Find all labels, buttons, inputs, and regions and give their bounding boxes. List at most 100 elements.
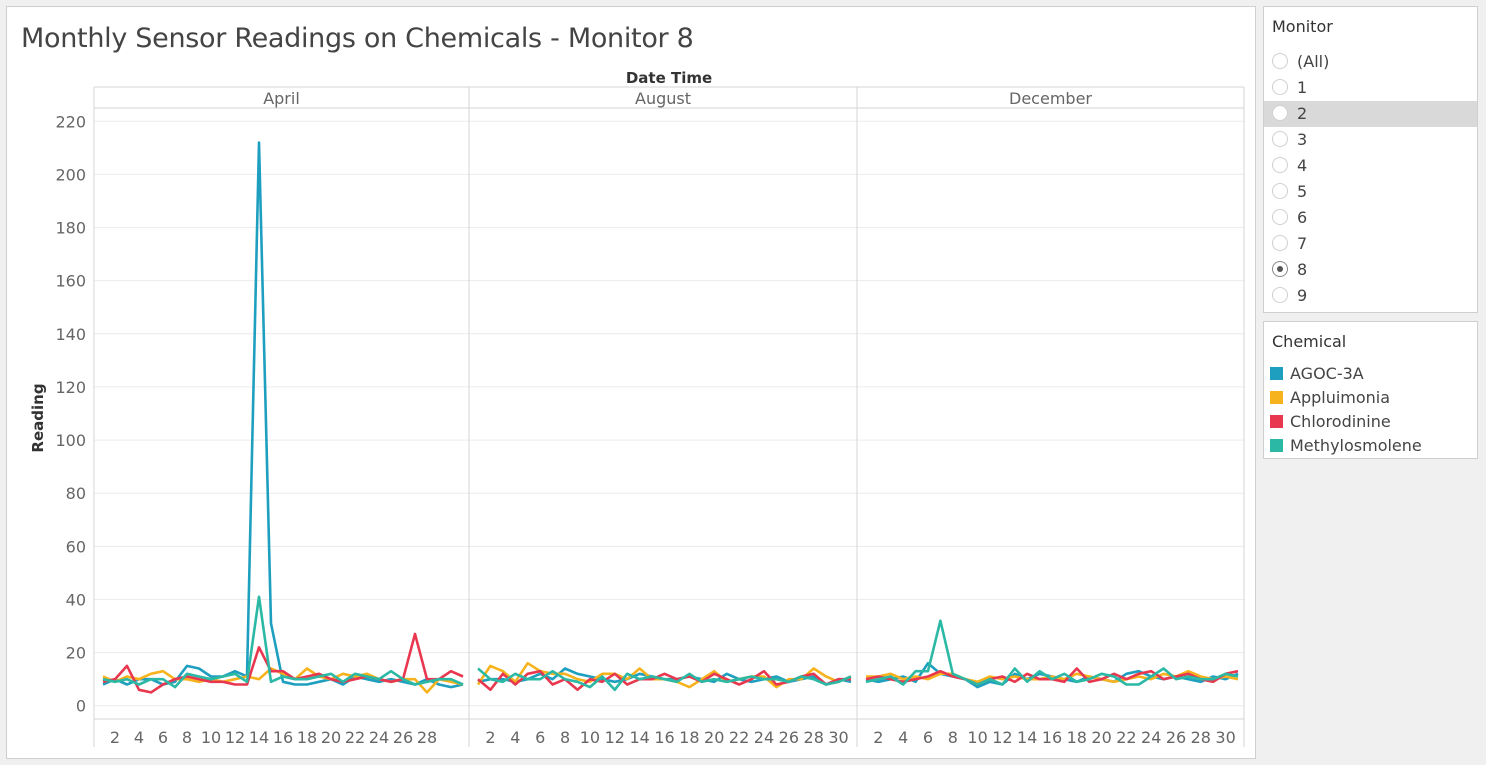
legend-swatch	[1270, 391, 1283, 404]
radio-unchecked-icon[interactable]	[1272, 235, 1288, 251]
legend-swatch	[1270, 439, 1283, 452]
y-tick-label: 120	[55, 378, 86, 397]
x-tick-label: 8	[560, 728, 570, 747]
panel-header: April	[263, 89, 300, 108]
x-tick-label: 26	[393, 728, 413, 747]
monitor-option[interactable]: 3	[1264, 127, 1477, 153]
radio-unchecked-icon[interactable]	[1272, 79, 1288, 95]
x-tick-label: 16	[273, 728, 293, 747]
x-tick-label: 6	[923, 728, 933, 747]
x-tick-label: 14	[249, 728, 269, 747]
monitor-option-label: 3	[1297, 130, 1308, 149]
monitor-option-label: 6	[1297, 208, 1308, 227]
chart-title: Monthly Sensor Readings on Chemicals - M…	[21, 23, 694, 54]
monitor-option-label: 5	[1297, 182, 1308, 201]
x-tick-label: 12	[605, 728, 625, 747]
y-tick-label: 200	[55, 165, 86, 184]
monitor-option[interactable]: 8	[1264, 257, 1477, 283]
x-tick-label: 26	[1166, 728, 1186, 747]
y-axis-label: Reading	[29, 383, 47, 452]
monitor-option[interactable]: 2	[1264, 101, 1477, 127]
legend-item[interactable]: Appluimonia	[1264, 386, 1477, 410]
radio-unchecked-icon[interactable]	[1272, 105, 1288, 121]
series-line-methylosmolene	[102, 595, 464, 689]
series-line-methylosmolene	[865, 619, 1239, 686]
x-tick-label: 6	[158, 728, 168, 747]
x-tick-label: 18	[297, 728, 317, 747]
radio-unchecked-icon[interactable]	[1272, 157, 1288, 173]
monitor-option[interactable]: 4	[1264, 153, 1477, 179]
x-tick-label: 2	[873, 728, 883, 747]
x-tick-label: 28	[1191, 728, 1211, 747]
legend-label: Chlorodinine	[1290, 412, 1391, 431]
y-tick-label: 40	[66, 590, 86, 609]
monitor-option[interactable]: 6	[1264, 205, 1477, 231]
x-tick-label: 18	[1067, 728, 1087, 747]
x-tick-label: 28	[804, 728, 824, 747]
x-tick-label: 20	[704, 728, 724, 747]
series-line-agoc-3a	[102, 141, 464, 689]
legend-swatch	[1270, 367, 1283, 380]
monitor-option[interactable]: (All)	[1264, 49, 1477, 75]
x-tick-label: 10	[201, 728, 221, 747]
monitor-option[interactable]: 1	[1264, 75, 1477, 101]
panel-header: December	[1009, 89, 1092, 108]
monitor-option-label: 2	[1297, 104, 1308, 123]
monitor-option-label: 1	[1297, 78, 1308, 97]
x-tick-label: 8	[948, 728, 958, 747]
x-tick-label: 20	[321, 728, 341, 747]
monitor-option[interactable]: 7	[1264, 231, 1477, 257]
y-tick-label: 160	[55, 272, 86, 291]
x-tick-label: 12	[225, 728, 245, 747]
x-tick-label: 14	[629, 728, 649, 747]
legend-swatch	[1270, 415, 1283, 428]
legend-label: Appluimonia	[1290, 388, 1391, 407]
radio-unchecked-icon[interactable]	[1272, 287, 1288, 303]
x-tick-label: 4	[510, 728, 520, 747]
x-tick-label: 6	[535, 728, 545, 747]
radio-unchecked-icon[interactable]	[1272, 209, 1288, 225]
x-tick-label: 8	[182, 728, 192, 747]
series-line-methylosmolene	[477, 667, 852, 692]
monitor-option[interactable]: 5	[1264, 179, 1477, 205]
x-tick-label: 12	[992, 728, 1012, 747]
legend-item[interactable]: Chlorodinine	[1264, 410, 1477, 434]
x-tick-label: 4	[898, 728, 908, 747]
y-tick-label: 60	[66, 537, 86, 556]
chart-panel: Monthly Sensor Readings on Chemicals - M…	[6, 6, 1256, 759]
x-tick-label: 2	[110, 728, 120, 747]
x-tick-label: 18	[679, 728, 699, 747]
legend-item[interactable]: AGOC-3A	[1264, 362, 1477, 386]
x-tick-label: 24	[1141, 728, 1161, 747]
x-tick-label: 22	[345, 728, 365, 747]
monitor-option-label: (All)	[1297, 52, 1330, 71]
legend-label: AGOC-3A	[1290, 364, 1364, 383]
x-tick-label: 16	[654, 728, 674, 747]
x-tick-label: 24	[369, 728, 389, 747]
panel-header: August	[635, 89, 691, 108]
radio-checked-icon[interactable]	[1272, 261, 1288, 277]
x-tick-label: 16	[1042, 728, 1062, 747]
x-tick-label: 22	[1116, 728, 1136, 747]
x-tick-label: 30	[1215, 728, 1235, 747]
x-tick-label: 20	[1091, 728, 1111, 747]
series-line-agoc-3a	[477, 667, 852, 686]
y-tick-label: 0	[76, 697, 86, 716]
x-tick-label: 10	[967, 728, 987, 747]
y-tick-label: 20	[66, 644, 86, 663]
y-tick-label: 180	[55, 219, 86, 238]
y-tick-label: 220	[55, 112, 86, 131]
radio-unchecked-icon[interactable]	[1272, 53, 1288, 69]
legend-item[interactable]: Methylosmolene	[1264, 434, 1477, 458]
monitor-option-label: 4	[1297, 156, 1308, 175]
x-tick-label: 24	[754, 728, 774, 747]
column-header: Date Time	[626, 69, 712, 87]
monitor-option-label: 8	[1297, 260, 1308, 279]
radio-unchecked-icon[interactable]	[1272, 131, 1288, 147]
chemical-legend: Chemical AGOC-3A Appluimonia Chlorodinine M…	[1263, 321, 1478, 459]
y-tick-label: 140	[55, 325, 86, 344]
x-tick-label: 22	[729, 728, 749, 747]
radio-unchecked-icon[interactable]	[1272, 183, 1288, 199]
x-tick-label: 10	[580, 728, 600, 747]
monitor-option[interactable]: 9	[1264, 283, 1477, 309]
